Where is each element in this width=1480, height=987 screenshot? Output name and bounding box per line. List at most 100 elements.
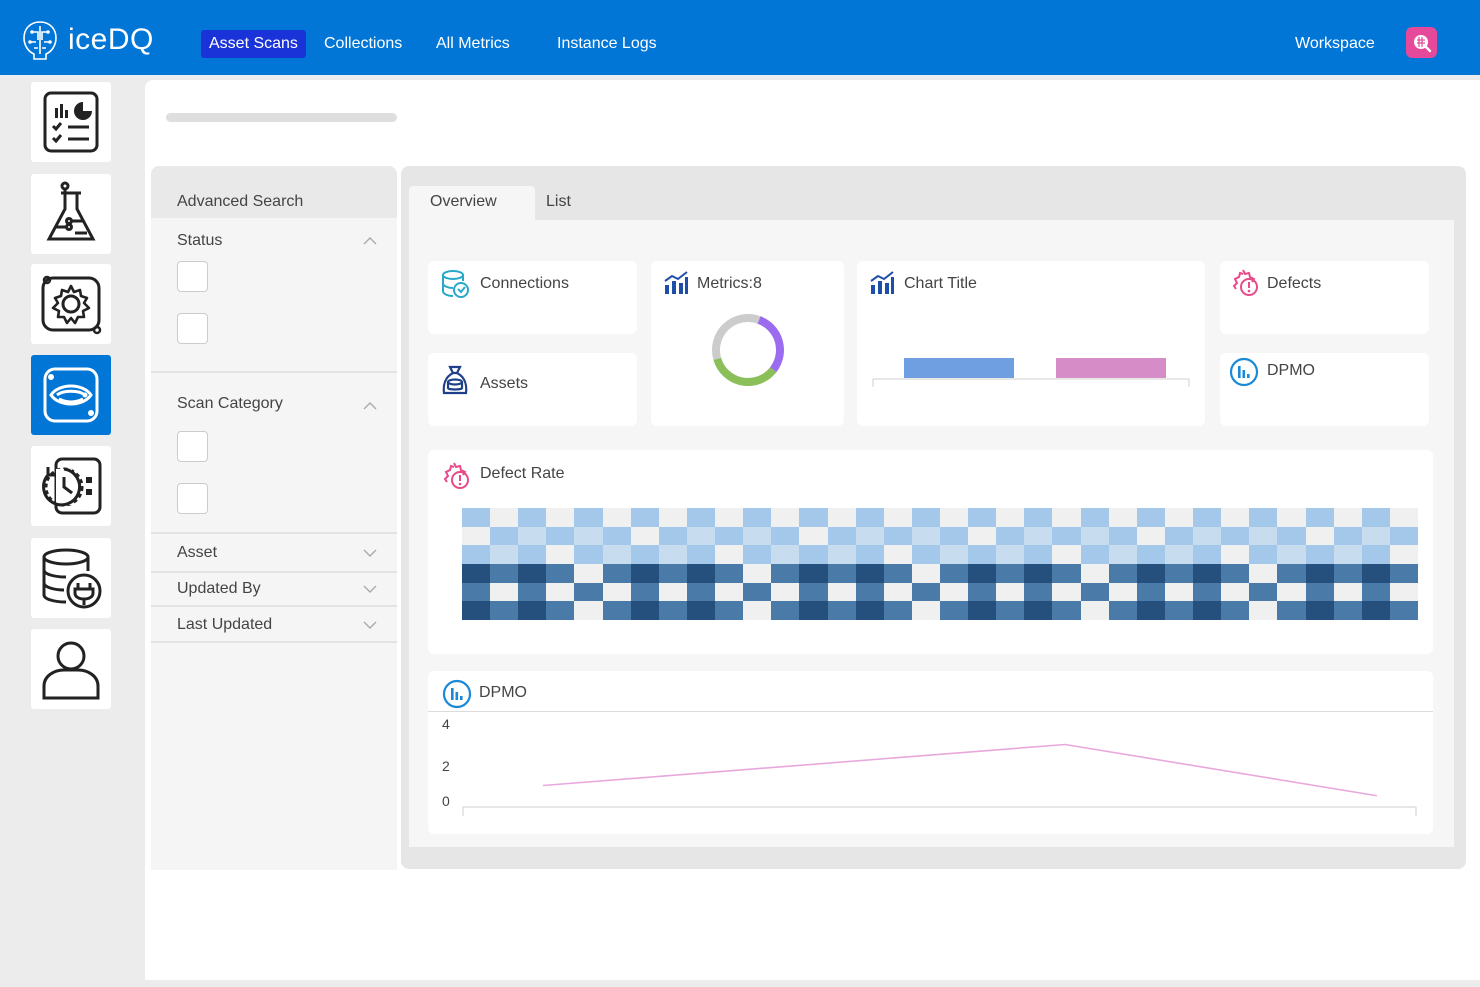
heatmap-cell [1080,582,1110,602]
heatmap-cell [940,545,969,565]
heatmap-cell [799,582,829,602]
heatmap-cell [1249,545,1278,565]
heatmap-cell [630,545,660,565]
heatmap-cell [1361,582,1391,602]
heatmap-cell [1305,601,1335,621]
heatmap-cell [827,545,857,565]
workspace-link[interactable]: Workspace [1295,35,1375,52]
heatmap-cell [883,545,913,565]
heatmap-cell [546,508,575,528]
scan-category-checkbox[interactable] [177,431,208,462]
defect-gear-icon [443,462,469,489]
status-filter-label[interactable]: Status [177,232,223,249]
heatmap-cell [827,508,857,528]
chevron-down-icon[interactable] [363,584,377,594]
heatmap-cell [686,601,716,621]
heatmap-cell [602,545,632,565]
last-updated-filter-label[interactable]: Last Updated [177,616,273,633]
donut-slice [757,316,784,373]
heatmap-cell [1305,508,1335,528]
heatmap-cell [1361,545,1391,565]
nav-collections[interactable]: Collections [324,35,403,52]
defect-rate-card[interactable]: Defect Rate [428,450,1433,654]
dpmo-line-chart: 4 2 0 [442,716,1417,816]
heatmap-cell [630,601,660,621]
nav-all-metrics[interactable]: All Metrics [436,35,510,52]
heatmap-cell [1024,508,1053,528]
status-checkbox[interactable] [177,261,208,292]
rail-asset-scans[interactable] [31,355,111,435]
heatmap-cell [799,601,829,621]
scan-category-filter-label[interactable]: Scan Category [177,395,283,412]
heatmap-cell [799,508,829,528]
app-logo[interactable]: iceDQ [18,18,154,62]
rail-reports[interactable] [31,82,111,162]
heatmap-cell [630,508,660,528]
rail-user[interactable] [31,629,111,709]
bar-chart-axis [872,378,1190,387]
heatmap-cell [574,545,604,565]
updated-by-filter-label[interactable]: Updated By [177,580,261,597]
assets-card[interactable]: Assets [428,353,637,426]
divider [151,532,397,534]
heatmap-cell [1333,582,1363,602]
heatmap-cell [771,508,800,528]
status-checkbox[interactable] [177,313,208,344]
connections-card[interactable]: Connections [428,261,637,334]
heatmap-cell [1024,564,1053,584]
scan-category-checkbox[interactable] [177,483,208,514]
defects-card[interactable]: Defects [1220,261,1429,334]
heatmap-cell [940,601,969,621]
heatmap-cell [1024,545,1053,565]
nav-asset-scans[interactable]: Asset Scans [201,30,306,58]
chevron-up-icon[interactable] [363,401,377,411]
heatmap-cell [518,601,547,621]
heatmap-cell [1024,601,1053,621]
advanced-search-title: Advanced Search [177,193,304,210]
heatmap-cell [630,582,660,602]
chart-title-card[interactable]: Chart Title [857,261,1205,426]
heatmap-cell [996,564,1025,584]
heatmap-cell [1164,526,1194,546]
heatmap-cell [574,526,604,546]
workspace-button[interactable] [1406,27,1437,58]
dpmo-title: DPMO [1267,362,1315,379]
heatmap-cell [658,564,688,584]
heatmap-cell [1305,545,1335,565]
rail-lab[interactable] [31,174,111,254]
dpmo-chart-card[interactable]: DPMO 4 2 0 [428,671,1433,834]
heatmap-cell [1080,564,1110,584]
heatmap-cell [1277,564,1307,584]
heatmap-cell [546,564,575,584]
nav-instance-logs[interactable]: Instance Logs [557,35,657,52]
heatmap-cell [518,545,547,565]
heatmap-cell [827,564,857,584]
chevron-up-icon[interactable] [363,236,377,246]
heatmap-cell [686,545,716,565]
heatmap-cell [911,508,941,528]
tab-overview[interactable]: Overview [409,186,535,220]
rail-settings[interactable] [31,264,111,344]
rail-connections[interactable] [31,538,111,618]
heatmap-cell [911,526,941,546]
chevron-down-icon[interactable] [363,548,377,558]
heatmap-cell [1389,601,1419,621]
tab-list[interactable]: List [546,193,571,210]
heatmap-cell [518,526,547,546]
heatmap-cell [911,545,941,565]
heatmap-cell [883,601,913,621]
left-rail [0,75,140,987]
rail-history[interactable] [31,446,111,526]
metrics-card[interactable]: Metrics:8 [651,261,844,426]
dpmo-card[interactable]: DPMO [1220,353,1429,426]
heatmap-cell [743,545,772,565]
heatmap-cell [1249,582,1278,602]
heatmap-cell [490,545,519,565]
x-axis [462,806,1417,816]
heatmap-cell [1361,564,1391,584]
connections-title: Connections [480,275,569,292]
heatmap-cell [1136,601,1166,621]
heatmap-cell [1108,564,1138,584]
asset-filter-label[interactable]: Asset [177,544,218,561]
chevron-down-icon[interactable] [363,620,377,630]
